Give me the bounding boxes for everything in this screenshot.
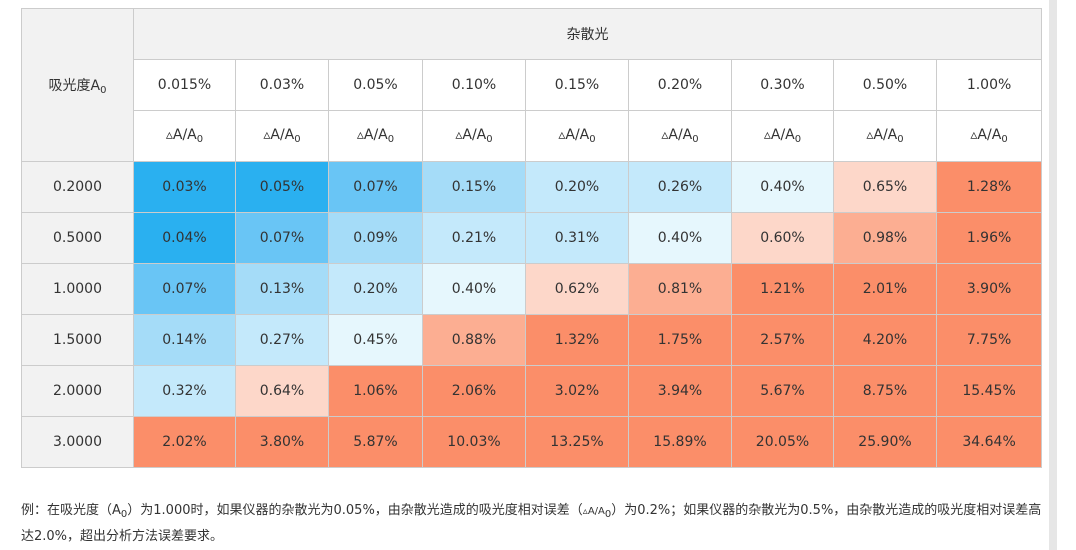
stray-light-header-cell: 1.00% — [935, 59, 1043, 111]
metric-header-cell: ▵A/A0 — [731, 110, 834, 162]
error-value-cell: 15.89% — [628, 416, 732, 468]
stray-light-header-cell: 0.20% — [628, 59, 732, 111]
header-row-stray-light: 0.015% 0.03% 0.05% 0.10% 0.15% 0.20% 0.30% 0.50… — [22, 59, 1043, 111]
header-row-metric: ▵A/A0 ▵A/A0 ▵A/A0 ▵A/A0 ▵A/A0 ▵A/A0 ▵A/A0 ▵A/A0… — [22, 110, 1043, 162]
error-value-cell: 34.64% — [935, 416, 1043, 468]
error-value-cell: 0.45% — [328, 314, 423, 366]
error-value-cell: 1.28% — [935, 161, 1043, 213]
error-value-cell: 0.20% — [328, 263, 423, 315]
error-value-cell: 2.01% — [833, 263, 937, 315]
metric-header-cell: ▵A/A0 — [935, 110, 1043, 162]
stray-light-header-cell: 0.10% — [422, 59, 526, 111]
error-value-cell: 2.02% — [133, 416, 236, 468]
error-value-cell: 0.14% — [133, 314, 236, 366]
table-row: 0.5000 0.04% 0.07% 0.09% 0.21% 0.31% 0.40% 0.60… — [21, 212, 1043, 264]
error-value-cell: 3.80% — [235, 416, 329, 468]
error-value-cell: 0.98% — [833, 212, 937, 264]
error-value-cell: 0.32% — [133, 365, 236, 417]
error-value-cell: 0.26% — [628, 161, 732, 213]
error-value-cell: 8.75% — [833, 365, 937, 417]
error-value-cell: 13.25% — [525, 416, 629, 468]
error-value-cell: 0.20% — [525, 161, 629, 213]
error-value-cell: 0.04% — [133, 212, 236, 264]
absorbance-cell: 0.5000 — [21, 212, 134, 264]
error-value-cell: 5.67% — [731, 365, 834, 417]
error-value-cell: 7.75% — [935, 314, 1043, 366]
error-value-cell: 1.21% — [731, 263, 834, 315]
error-value-cell: 0.62% — [525, 263, 629, 315]
error-value-cell: 10.03% — [422, 416, 526, 468]
error-value-cell: 0.07% — [235, 212, 329, 264]
error-value-cell: 15.45% — [935, 365, 1043, 417]
error-value-cell: 0.05% — [235, 161, 329, 213]
metric-header-cell: ▵A/A0 — [525, 110, 629, 162]
metric-header-cell: ▵A/A0 — [235, 110, 329, 162]
stray-light-header-cell: 0.50% — [833, 59, 937, 111]
absorbance-cell: 0.2000 — [21, 161, 134, 213]
absorbance-cell: 2.0000 — [21, 365, 134, 417]
error-value-cell: 25.90% — [833, 416, 937, 468]
error-value-cell: 1.75% — [628, 314, 732, 366]
stray-light-header-cell: 0.30% — [731, 59, 834, 111]
error-value-cell: 0.64% — [235, 365, 329, 417]
error-value-cell: 20.05% — [731, 416, 834, 468]
error-value-cell: 5.87% — [328, 416, 423, 468]
table-row: 2.0000 0.32% 0.64% 1.06% 2.06% 3.02% 3.94% 5.67… — [21, 365, 1043, 417]
error-value-cell: 1.06% — [328, 365, 423, 417]
column-group-stray-light: 杂散光 — [132, 8, 1043, 60]
metric-header-cell: ▵A/A0 — [628, 110, 732, 162]
error-value-cell: 0.40% — [628, 212, 732, 264]
error-value-cell: 0.07% — [133, 263, 236, 315]
error-value-cell: 0.40% — [422, 263, 526, 315]
stray-light-header-cell: 0.03% — [235, 59, 329, 111]
error-value-cell: 0.88% — [422, 314, 526, 366]
stray-light-error-table: 吸光度A0 杂散光 0.015% 0.03% 0.05% 0.10% 0.15% 0.20… — [21, 8, 1043, 468]
error-value-cell: 0.21% — [422, 212, 526, 264]
stray-light-header-cell: 0.15% — [525, 59, 629, 111]
error-value-cell: 2.57% — [731, 314, 834, 366]
error-value-cell: 4.20% — [833, 314, 937, 366]
error-value-cell: 0.09% — [328, 212, 423, 264]
error-value-cell: 0.31% — [525, 212, 629, 264]
error-value-cell: 0.03% — [133, 161, 236, 213]
error-value-cell: 1.96% — [935, 212, 1043, 264]
error-value-cell: 0.07% — [328, 161, 423, 213]
stray-light-header-cell: 0.015% — [133, 59, 236, 111]
header-row-group: 吸光度A0 杂散光 — [21, 8, 1043, 162]
error-value-cell: 0.40% — [731, 161, 834, 213]
error-value-cell: 2.06% — [422, 365, 526, 417]
table-row: 1.5000 0.14% 0.27% 0.45% 0.88% 1.32% 1.75% 2.57… — [21, 314, 1043, 366]
stray-light-header-cell: 0.05% — [328, 59, 423, 111]
error-value-cell: 0.65% — [833, 161, 937, 213]
table-row: 0.2000 0.03% 0.05% 0.07% 0.15% 0.20% 0.26% 0.40… — [21, 161, 1043, 213]
table-row: 1.0000 0.07% 0.13% 0.20% 0.40% 0.62% 0.81% 1.21… — [21, 263, 1043, 315]
error-value-cell: 0.81% — [628, 263, 732, 315]
metric-header-cell: ▵A/A0 — [133, 110, 236, 162]
error-value-cell: 0.27% — [235, 314, 329, 366]
error-value-cell: 3.02% — [525, 365, 629, 417]
table-row: 3.0000 2.02% 3.80% 5.87% 10.03% 13.25% 15.89% 2… — [21, 416, 1043, 468]
metric-header-cell: ▵A/A0 — [328, 110, 423, 162]
absorbance-cell: 1.5000 — [21, 314, 134, 366]
error-value-cell: 3.90% — [935, 263, 1043, 315]
error-value-cell: 0.60% — [731, 212, 834, 264]
metric-header-cell: ▵A/A0 — [422, 110, 526, 162]
error-value-cell: 3.94% — [628, 365, 732, 417]
error-value-cell: 0.15% — [422, 161, 526, 213]
error-value-cell: 1.32% — [525, 314, 629, 366]
scrollbar-track — [1049, 0, 1057, 550]
metric-header-cell: ▵A/A0 — [833, 110, 937, 162]
error-value-cell: 0.13% — [235, 263, 329, 315]
footnote: 例：在吸光度（A0）为1.000时，如果仪器的杂散光为0.05%，由杂散光造成的… — [21, 503, 1042, 544]
absorbance-cell: 3.0000 — [21, 416, 134, 468]
absorbance-cell: 1.0000 — [21, 263, 134, 315]
row-header-absorbance: 吸光度A0 — [21, 8, 134, 162]
